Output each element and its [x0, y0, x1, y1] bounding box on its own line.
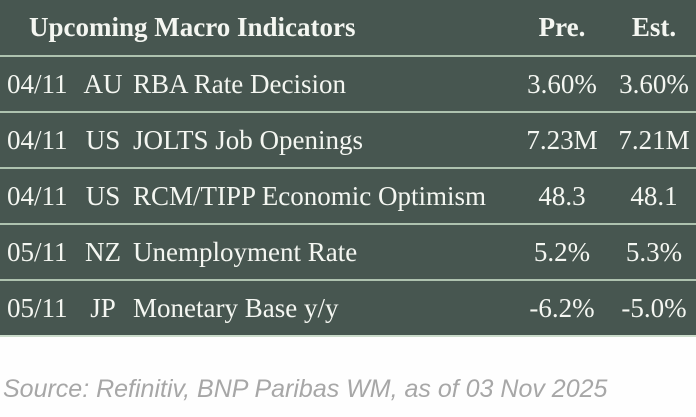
- table-row: 05/11 JP Monetary Base y/y -6.2% -5.0%: [0, 279, 696, 335]
- row-est-value: -5.0%: [621, 292, 687, 323]
- row-indicator: RBA Rate Decision: [133, 68, 346, 99]
- row-date: 05/11: [7, 236, 68, 267]
- row-date: 04/11: [7, 124, 68, 155]
- table-row: 04/11 US JOLTS Job Openings 7.23M 7.21M: [0, 111, 696, 167]
- row-country: AU: [83, 68, 123, 99]
- row-date: 05/11: [7, 292, 68, 323]
- row-est-value: 3.60%: [619, 68, 689, 99]
- row-indicator: RCM/TIPP Economic Optimism: [133, 180, 487, 211]
- row-indicator: JOLTS Job Openings: [133, 124, 364, 155]
- upcoming-macro-indicators-table: Upcoming Macro Indicators Pre. Est. 04/1…: [0, 0, 696, 337]
- row-date: 04/11: [7, 180, 68, 211]
- column-header-est: Est.: [631, 12, 677, 42]
- row-pre-value: -6.2%: [529, 292, 595, 323]
- row-country: US: [85, 124, 121, 155]
- row-pre-value: 48.3: [538, 180, 586, 211]
- row-pre-value: 3.60%: [527, 68, 597, 99]
- table-row: 05/11 NZ Unemployment Rate 5.2% 5.3%: [0, 223, 696, 279]
- row-country: JP: [90, 292, 116, 323]
- row-est-value: 5.3%: [625, 236, 683, 267]
- source-note: Source: Refinitiv, BNP Paribas WM, as of…: [3, 375, 608, 403]
- row-est-value: 7.21M: [618, 124, 690, 155]
- table-title: Upcoming Macro Indicators: [29, 12, 356, 42]
- table-row: 04/11 US RCM/TIPP Economic Optimism 48.3…: [0, 167, 696, 223]
- row-country: NZ: [85, 236, 121, 267]
- row-indicator: Monetary Base y/y: [133, 292, 339, 323]
- table-header-row: Upcoming Macro Indicators Pre. Est.: [0, 0, 696, 55]
- row-country: US: [85, 180, 121, 211]
- column-header-pre: Pre.: [538, 12, 586, 42]
- row-pre-value: 5.2%: [533, 236, 591, 267]
- row-date: 04/11: [7, 68, 68, 99]
- footer: Source: Refinitiv, BNP Paribas WM, as of…: [0, 337, 696, 417]
- table-row: 04/11 AU RBA Rate Decision 3.60% 3.60%: [0, 55, 696, 111]
- row-indicator: Unemployment Rate: [133, 236, 358, 267]
- row-est-value: 48.1: [630, 180, 678, 211]
- row-pre-value: 7.23M: [526, 124, 598, 155]
